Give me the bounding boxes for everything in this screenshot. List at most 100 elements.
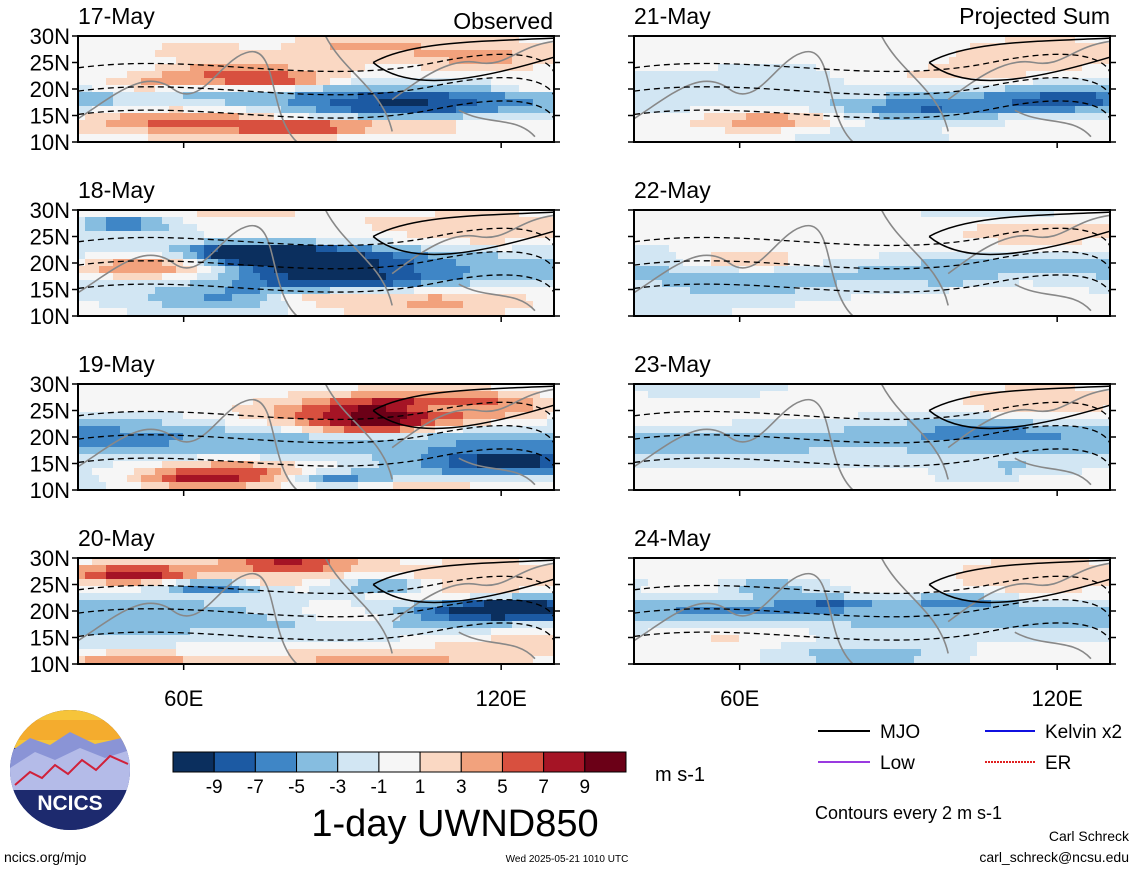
heatmap-cell [295,78,303,86]
heatmap-cell [225,287,233,295]
heatmap-cell [641,238,649,246]
heatmap-cell [683,134,691,142]
heatmap-cell [197,405,205,413]
heatmap-cell [774,266,782,274]
heatmap-cell [449,287,457,295]
heatmap-cell [120,440,128,448]
heatmap-cell [442,106,450,114]
heatmap-cell [914,245,922,253]
heatmap-cell [991,280,999,288]
heatmap-cell [711,287,719,295]
heatmap-cell [127,440,135,448]
heatmap-cell [1082,134,1090,142]
heatmap-cell [991,238,999,246]
heatmap-cell [141,50,149,58]
heatmap-cell [914,134,922,142]
heatmap-cell [505,426,513,434]
heatmap-cell [533,43,541,51]
heatmap-cell [267,412,275,420]
heatmap-cell [1026,252,1034,260]
heatmap-cell [330,43,338,51]
heatmap-cell [956,301,964,309]
heatmap-cell [169,398,177,406]
heatmap-cell [358,120,366,128]
heatmap-cell [246,231,254,239]
heatmap-cell [281,57,289,65]
heatmap-cell [246,120,254,128]
heatmap-cell [197,224,205,232]
heatmap-cell [407,85,415,93]
heatmap-cell [732,113,740,121]
heatmap-cell [386,71,394,79]
heatmap-cell [1033,245,1041,253]
heatmap-cell [197,50,205,58]
heatmap-cell [183,64,191,72]
heatmap-cell [1082,294,1090,302]
heatmap-cell [316,36,324,44]
heatmap-cell [851,99,859,107]
heatmap-cell [113,71,121,79]
heatmap-cell [844,210,852,218]
heatmap-cell [1075,294,1083,302]
heatmap-cell [148,294,156,302]
heatmap-cell [484,301,492,309]
heatmap-cell [218,398,226,406]
heatmap-cell [662,134,670,142]
heatmap-cell [99,57,107,65]
heatmap-cell [949,217,957,225]
heatmap-cell [400,405,408,413]
heatmap-cell [711,266,719,274]
heatmap-cell [372,134,380,142]
heatmap-cell [928,113,936,121]
heatmap-cell [858,43,866,51]
heatmap-cell [739,231,747,239]
heatmap-cell [78,273,86,281]
heatmap-cell [169,384,177,392]
heatmap-cell [78,231,86,239]
heatmap-cell [998,210,1006,218]
heatmap-cell [428,85,436,93]
heatmap-cell [533,57,541,65]
heatmap-cell [956,99,964,107]
heatmap-cell [844,85,852,93]
heatmap-cell [921,217,929,225]
heatmap-cell [169,231,177,239]
heatmap-cell [690,57,698,65]
heatmap-cell [788,308,796,316]
heatmap-cell [956,217,964,225]
heatmap-cell [323,78,331,86]
heatmap-cell [928,280,936,288]
heatmap-cell [970,308,978,316]
heatmap-cell [690,43,698,51]
heatmap-cell [788,57,796,65]
heatmap-cell [830,266,838,274]
heatmap-cell [407,64,415,72]
heatmap-cell [949,57,957,65]
heatmap-cell [323,224,331,232]
heatmap-cell [141,120,149,128]
heatmap-cell [998,127,1006,135]
heatmap-cell [683,280,691,288]
heatmap-cell [704,266,712,274]
heatmap-cell [302,134,310,142]
heatmap-cell [274,71,282,79]
heatmap-cell [99,50,107,58]
heatmap-cell [379,266,387,274]
heatmap-cell [470,106,478,114]
heatmap-cell [662,43,670,51]
heatmap-cell [484,113,492,121]
heatmap-cell [718,287,726,295]
heatmap-cell [512,120,520,128]
heatmap-cell [274,85,282,93]
heatmap-cell [218,426,226,434]
heatmap-cell [281,419,289,427]
heatmap-cell [477,127,485,135]
heatmap-cell [781,273,789,281]
heatmap-cell [78,440,86,448]
heatmap-cell [739,120,747,128]
heatmap-cell [1103,259,1111,267]
heatmap-cell [991,120,999,128]
heatmap-cell [662,78,670,86]
